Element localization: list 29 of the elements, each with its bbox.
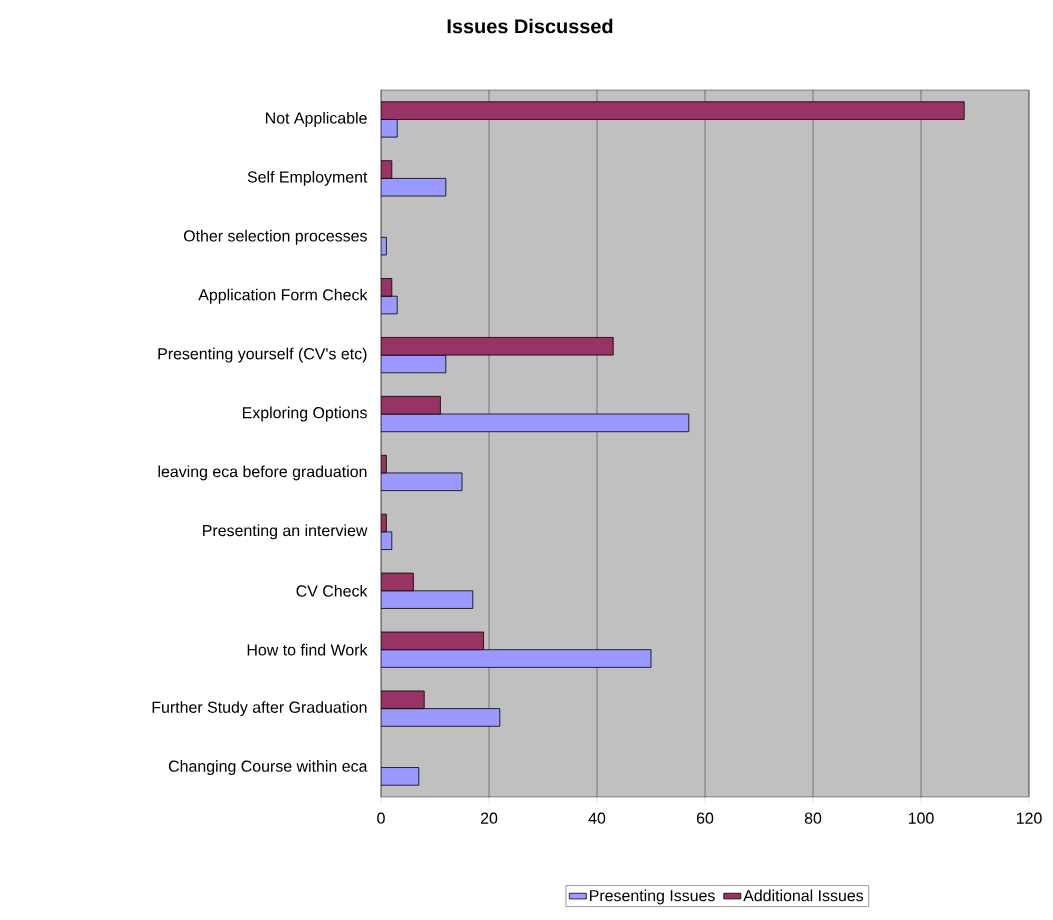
y-tick-label: Presenting yourself (CV's etc): [158, 347, 367, 363]
bar: [381, 767, 420, 786]
x-tick-label: 0: [377, 812, 385, 824]
y-tick-label: Exploring Options: [242, 406, 367, 422]
bar: [381, 337, 614, 356]
bar: [381, 708, 501, 727]
y-tick-label: Presenting an interview: [203, 524, 368, 540]
bar: [381, 649, 652, 668]
y-tick-label: Application Form Check: [198, 288, 368, 304]
y-tick-label: Other selection processes: [183, 229, 367, 245]
y-tick-label: Not Applicable: [266, 112, 367, 127]
legend-label: Additional Issues: [743, 889, 864, 902]
bar: [381, 590, 474, 609]
y-tick-label: How to find Work: [247, 643, 368, 656]
legend-label: Presenting Issues: [590, 889, 715, 905]
y-tick-label: CV Check: [296, 584, 368, 597]
x-tick-label: 40: [588, 812, 606, 824]
y-tick-label: leaving eca before graduation: [158, 465, 367, 481]
x-tick-label: 60: [696, 812, 714, 824]
bar: [381, 101, 965, 120]
y-tick-label: Changing Course within eca: [168, 760, 368, 775]
bar: [381, 413, 690, 433]
x-tick-label: 100: [908, 812, 934, 824]
x-tick-label: 20: [480, 812, 498, 824]
x-tick-label: 80: [804, 812, 822, 824]
chart-title: Issues Discussed: [447, 18, 613, 34]
y-tick-label: Further Study after Graduation: [152, 701, 367, 717]
x-tick-label: 120: [1016, 812, 1042, 824]
y-tick-label: Self Employment: [247, 170, 368, 186]
